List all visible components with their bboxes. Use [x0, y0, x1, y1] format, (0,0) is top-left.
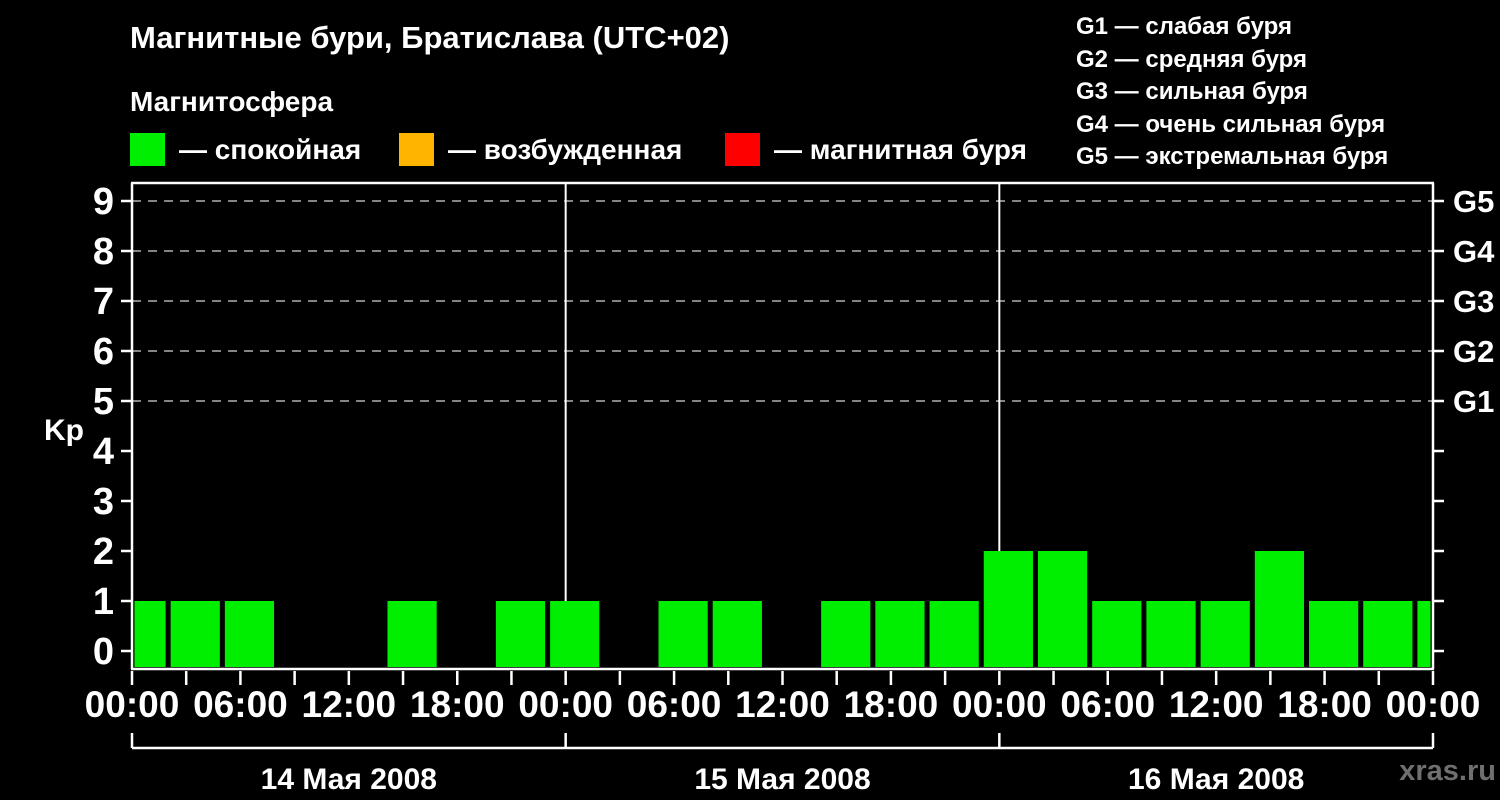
x-axis-time-label: 18:00: [410, 684, 505, 725]
g-axis-label: G2: [1453, 334, 1494, 369]
kp-bar: [170, 601, 220, 667]
xras-watermark: xras.ru: [1399, 755, 1496, 787]
storm-color-swatch: [725, 133, 760, 166]
kp-bar: [983, 551, 1033, 667]
x-axis-time-label: 06:00: [1060, 684, 1155, 725]
legend-item-label: — возбужденная: [448, 133, 683, 165]
x-axis-time-label: 12:00: [1169, 684, 1264, 725]
y-axis-tick-label: 9: [93, 181, 114, 223]
kp-bar: [658, 601, 708, 667]
kp-bar: [875, 601, 925, 667]
x-axis-time-label: 18:00: [1277, 684, 1372, 725]
legend-item-quiet: — спокойная: [130, 133, 361, 166]
legend-item-label: — магнитная буря: [774, 133, 1027, 165]
g-scale-line-g1: G1 — слабая буря: [1076, 13, 1293, 40]
kp-bar: [495, 601, 546, 667]
y-axis-tick-label: 1: [93, 581, 114, 623]
kp-bar: [1146, 601, 1196, 667]
kp-bar: [1092, 601, 1142, 667]
kp-bar: [387, 601, 437, 667]
legend-item-storm: — магнитная буря: [725, 133, 1027, 166]
g-axis-label: G1: [1453, 384, 1494, 419]
x-axis-time-label: 12:00: [735, 684, 830, 725]
g-axis-label: G3: [1453, 284, 1494, 319]
y-axis-tick-label: 6: [93, 331, 114, 373]
chart-subtitle: Магнитосфера: [130, 86, 334, 117]
date-label: 15 Мая 2008: [694, 763, 870, 796]
kp-bar: [821, 601, 871, 667]
y-axis-tick-label: 7: [93, 281, 114, 323]
y-axis-tick-label: 4: [93, 431, 114, 473]
g-scale-line-g4: G4 — очень сильная буря: [1076, 110, 1386, 138]
g-axis-label: G4: [1453, 234, 1495, 269]
kp-bar: [1417, 601, 1431, 667]
kp-bar: [550, 601, 600, 667]
y-axis-tick-label: 5: [93, 381, 114, 423]
legend-item-label: — спокойная: [179, 133, 362, 165]
x-axis-time-label: 00:00: [518, 684, 613, 725]
x-axis-time-label: 06:00: [627, 684, 722, 725]
x-axis-time-label: 18:00: [844, 684, 939, 725]
legend-item-excited: — возбужденная: [399, 133, 682, 166]
kp-bar: [224, 601, 275, 667]
kp-bar: [1037, 551, 1088, 667]
g-scale-legend: G1 — слабая буря G2 — средняя буря G3 — …: [1076, 11, 1388, 174]
x-axis-time-label: 00:00: [1386, 684, 1481, 725]
kp-bar: [1254, 551, 1305, 667]
page-title: Магнитные бури, Братислава (UTC+02): [130, 20, 730, 55]
g-scale-line-g2: G2 — средняя буря: [1076, 45, 1307, 73]
g-scale-line-g5: G5 — экстремальная буря: [1076, 143, 1389, 170]
x-axis-time-label: 00:00: [85, 684, 180, 725]
quiet-color-swatch: [130, 133, 165, 166]
kp-bar: [1200, 601, 1250, 667]
g-axis-label: G5: [1453, 184, 1494, 219]
excited-color-swatch: [399, 133, 434, 166]
y-axis-tick-label: 0: [93, 631, 114, 673]
g-scale-line-g3: G3 — сильная буря: [1076, 78, 1308, 105]
kp-axis-title: Kp: [44, 414, 84, 447]
kp-bar: [929, 601, 979, 667]
date-label: 14 Мая 2008: [261, 763, 437, 796]
y-axis-tick-label: 8: [93, 231, 114, 273]
kp-bar: [1363, 601, 1413, 667]
date-label: 16 Мая 2008: [1128, 763, 1304, 796]
kp-bar: [712, 601, 762, 667]
x-axis-time-label: 00:00: [952, 684, 1047, 725]
y-axis-tick-label: 3: [93, 481, 114, 523]
kp-bar: [134, 601, 166, 667]
y-axis-tick-label: 2: [93, 531, 114, 573]
x-axis-time-label: 06:00: [193, 684, 288, 725]
kp-bar: [1309, 601, 1359, 667]
x-axis-time-label: 12:00: [302, 684, 397, 725]
